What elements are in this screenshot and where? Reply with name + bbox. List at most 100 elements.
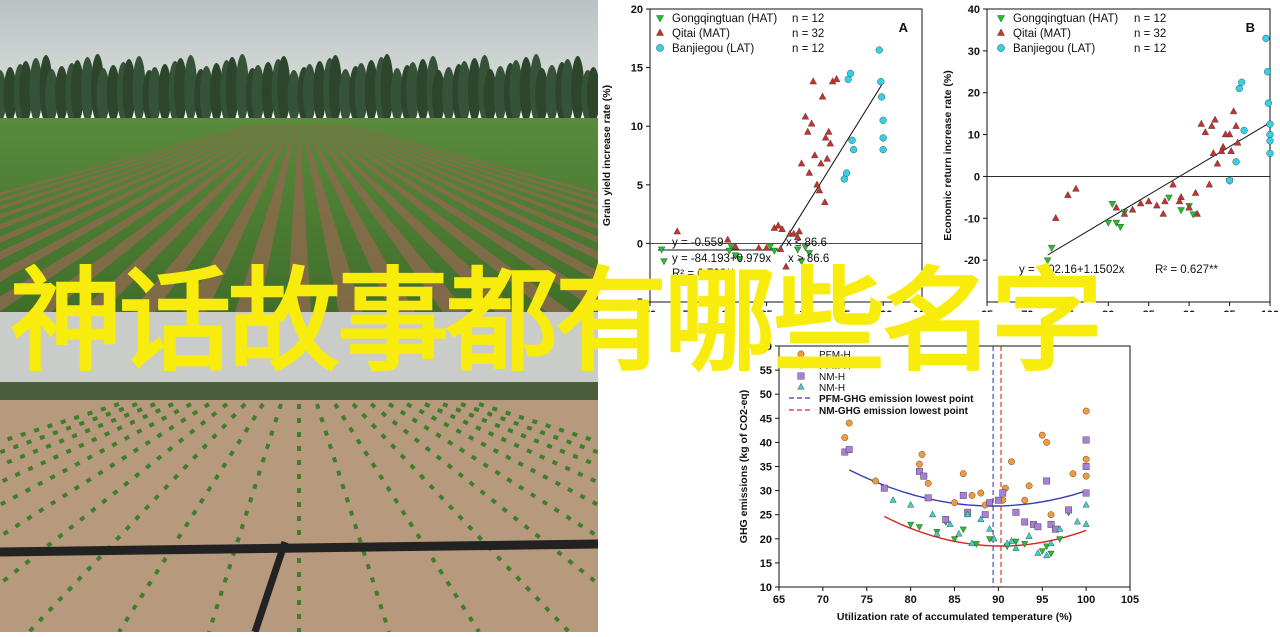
tree (29, 58, 43, 122)
data-point (1012, 508, 1020, 516)
data-point (1034, 523, 1042, 531)
furrow (327, 124, 598, 244)
data-point (1169, 180, 1177, 188)
data-point (1219, 142, 1227, 150)
legend-label: PFM-H (819, 361, 851, 372)
data-point (848, 136, 856, 144)
data-point (778, 225, 786, 232)
data-point (1021, 496, 1029, 504)
data-point (879, 134, 887, 142)
data-point (1233, 138, 1242, 146)
data-point (793, 233, 802, 241)
legend-n: n = 12 (792, 13, 824, 25)
x-axis-title: Utilization rate of accumulated temperat… (837, 611, 1072, 623)
data-point (807, 119, 816, 127)
data-point (1161, 197, 1169, 205)
furrow (304, 124, 415, 312)
legend: Gongqingtuan (HAT) n = 12 Qitai (MAT) n = 3… (997, 13, 1166, 55)
data-point (964, 510, 972, 518)
data-point (770, 247, 779, 255)
x-tick-label: 80 (905, 594, 917, 606)
data-point (1213, 159, 1222, 167)
data-point (1082, 489, 1090, 497)
data-point (1043, 551, 1051, 559)
legend-marker (797, 382, 805, 390)
data-point (1229, 107, 1238, 115)
y-tick-label: 5 (637, 180, 643, 192)
data-point (1116, 224, 1125, 231)
y-tick-label: -20 (964, 255, 980, 267)
tree (364, 60, 378, 122)
furrow (183, 124, 294, 312)
data-point (825, 127, 833, 135)
data-point (981, 511, 989, 519)
data-point (818, 92, 827, 100)
tree (122, 59, 136, 122)
data-point (986, 536, 994, 543)
data-point (1025, 482, 1033, 490)
furrow (0, 124, 255, 196)
legend-label: NM-H (819, 372, 845, 383)
seedling-row (27, 402, 247, 632)
data-point (1043, 439, 1051, 446)
data-point (968, 492, 976, 499)
y-tick-label: 25 (760, 510, 772, 522)
data-point (723, 235, 732, 243)
data-point (1012, 538, 1020, 546)
data-point (1069, 470, 1077, 478)
data-point (875, 46, 883, 54)
data-point (1264, 99, 1272, 107)
tree (535, 68, 549, 122)
tree (19, 61, 33, 122)
data-point (1065, 506, 1072, 514)
data-point (1193, 209, 1201, 217)
seedling-row (0, 402, 211, 539)
data-point (793, 246, 802, 254)
tree (313, 61, 327, 122)
data-point (1128, 205, 1137, 213)
data-point (959, 526, 967, 534)
y-tick-label: 15 (631, 63, 643, 75)
data-point (950, 536, 959, 543)
tree (339, 69, 352, 122)
fit-curve (848, 469, 1087, 507)
x-tick-label: 75 (861, 594, 873, 606)
x-tick-label: 95 (1036, 594, 1048, 606)
data-point (766, 243, 775, 251)
tree (132, 56, 146, 122)
legend-marker (797, 350, 805, 358)
tree (328, 55, 342, 122)
tree (210, 63, 223, 122)
y-tick-label: -10 (964, 213, 980, 225)
data-point (1217, 146, 1226, 154)
data-point (774, 221, 782, 229)
annotation-slope: y = -84.193+0.979x (672, 253, 771, 265)
data-point (817, 159, 825, 167)
data-point (1108, 201, 1117, 208)
data-point (1209, 149, 1218, 156)
furrow (0, 124, 258, 202)
data-point (1012, 544, 1020, 551)
furrow (340, 124, 598, 202)
tree (3, 67, 17, 122)
furrow (311, 124, 519, 312)
data-point (1185, 203, 1193, 211)
tree (158, 64, 172, 122)
data-point (918, 451, 926, 458)
tree (380, 54, 394, 122)
data-point (977, 489, 985, 497)
data-point (1072, 184, 1080, 192)
data-point (1238, 78, 1246, 86)
legend-ref-label: PFM-GHG emission lowest point (819, 394, 974, 405)
tree (354, 63, 368, 122)
data-point (880, 484, 888, 492)
x-tick-label: 70 (817, 594, 829, 606)
tree (148, 67, 162, 122)
data-point (1043, 477, 1051, 485)
annotation-fit: y = -102.16+1.1502x (1019, 264, 1125, 276)
data-point (1227, 146, 1235, 154)
data-point (805, 250, 814, 258)
tree (225, 57, 239, 122)
data-point (907, 521, 915, 529)
legend: Gongqingtuan (HAT) n = 12 Qitai (MAT) n = 3… (656, 13, 824, 55)
